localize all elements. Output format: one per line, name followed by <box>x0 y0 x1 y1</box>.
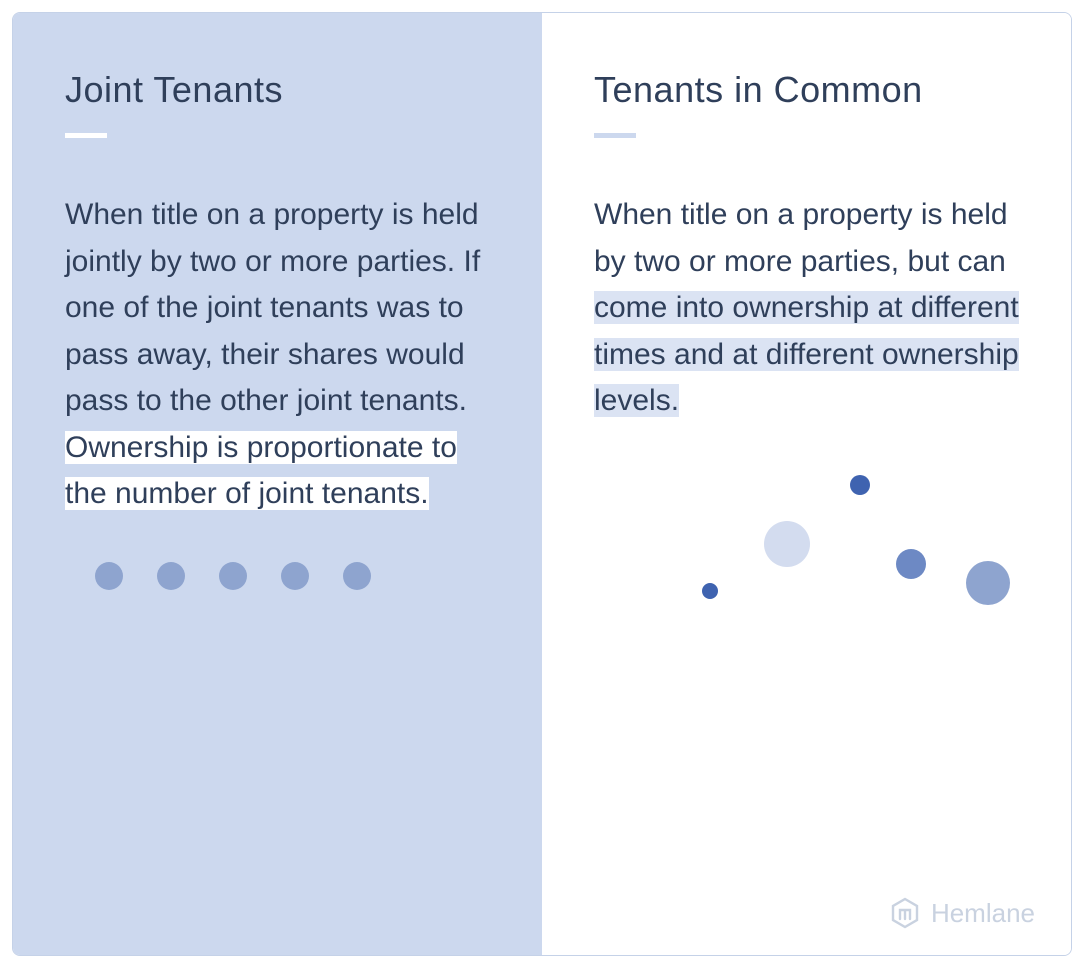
dot-left <box>219 562 247 590</box>
body-left-plain: When title on a property is held jointly… <box>65 198 480 417</box>
dot-right <box>966 561 1010 605</box>
heading-right: Tenants in Common <box>594 69 1019 111</box>
dot-left <box>343 562 371 590</box>
underline-right <box>594 133 636 138</box>
scatter-right <box>594 445 1019 645</box>
dot-right <box>764 521 810 567</box>
dot-right <box>702 583 718 599</box>
panel-joint-tenants: Joint Tenants When title on a property i… <box>13 13 542 955</box>
dot-right <box>850 475 870 495</box>
comparison-card: Joint Tenants When title on a property i… <box>12 12 1072 956</box>
brand-logo-icon <box>889 897 921 929</box>
dots-row-left <box>95 562 490 590</box>
dot-left <box>157 562 185 590</box>
brand: Hemlane <box>889 897 1035 929</box>
body-left-highlight: Ownership is proportionate to the number… <box>65 431 457 511</box>
dot-left <box>281 562 309 590</box>
dot-left <box>95 562 123 590</box>
heading-left: Joint Tenants <box>65 69 490 111</box>
body-left: When title on a property is held jointly… <box>65 192 490 518</box>
body-right: When title on a property is held by two … <box>594 192 1019 425</box>
panel-tenants-in-common: Tenants in Common When title on a proper… <box>542 13 1071 955</box>
body-right-highlight: come into ownership at different times a… <box>594 291 1019 417</box>
body-right-plain: When title on a property is held by two … <box>594 198 1008 278</box>
underline-left <box>65 133 107 138</box>
brand-name: Hemlane <box>931 898 1035 929</box>
dot-right <box>896 549 926 579</box>
